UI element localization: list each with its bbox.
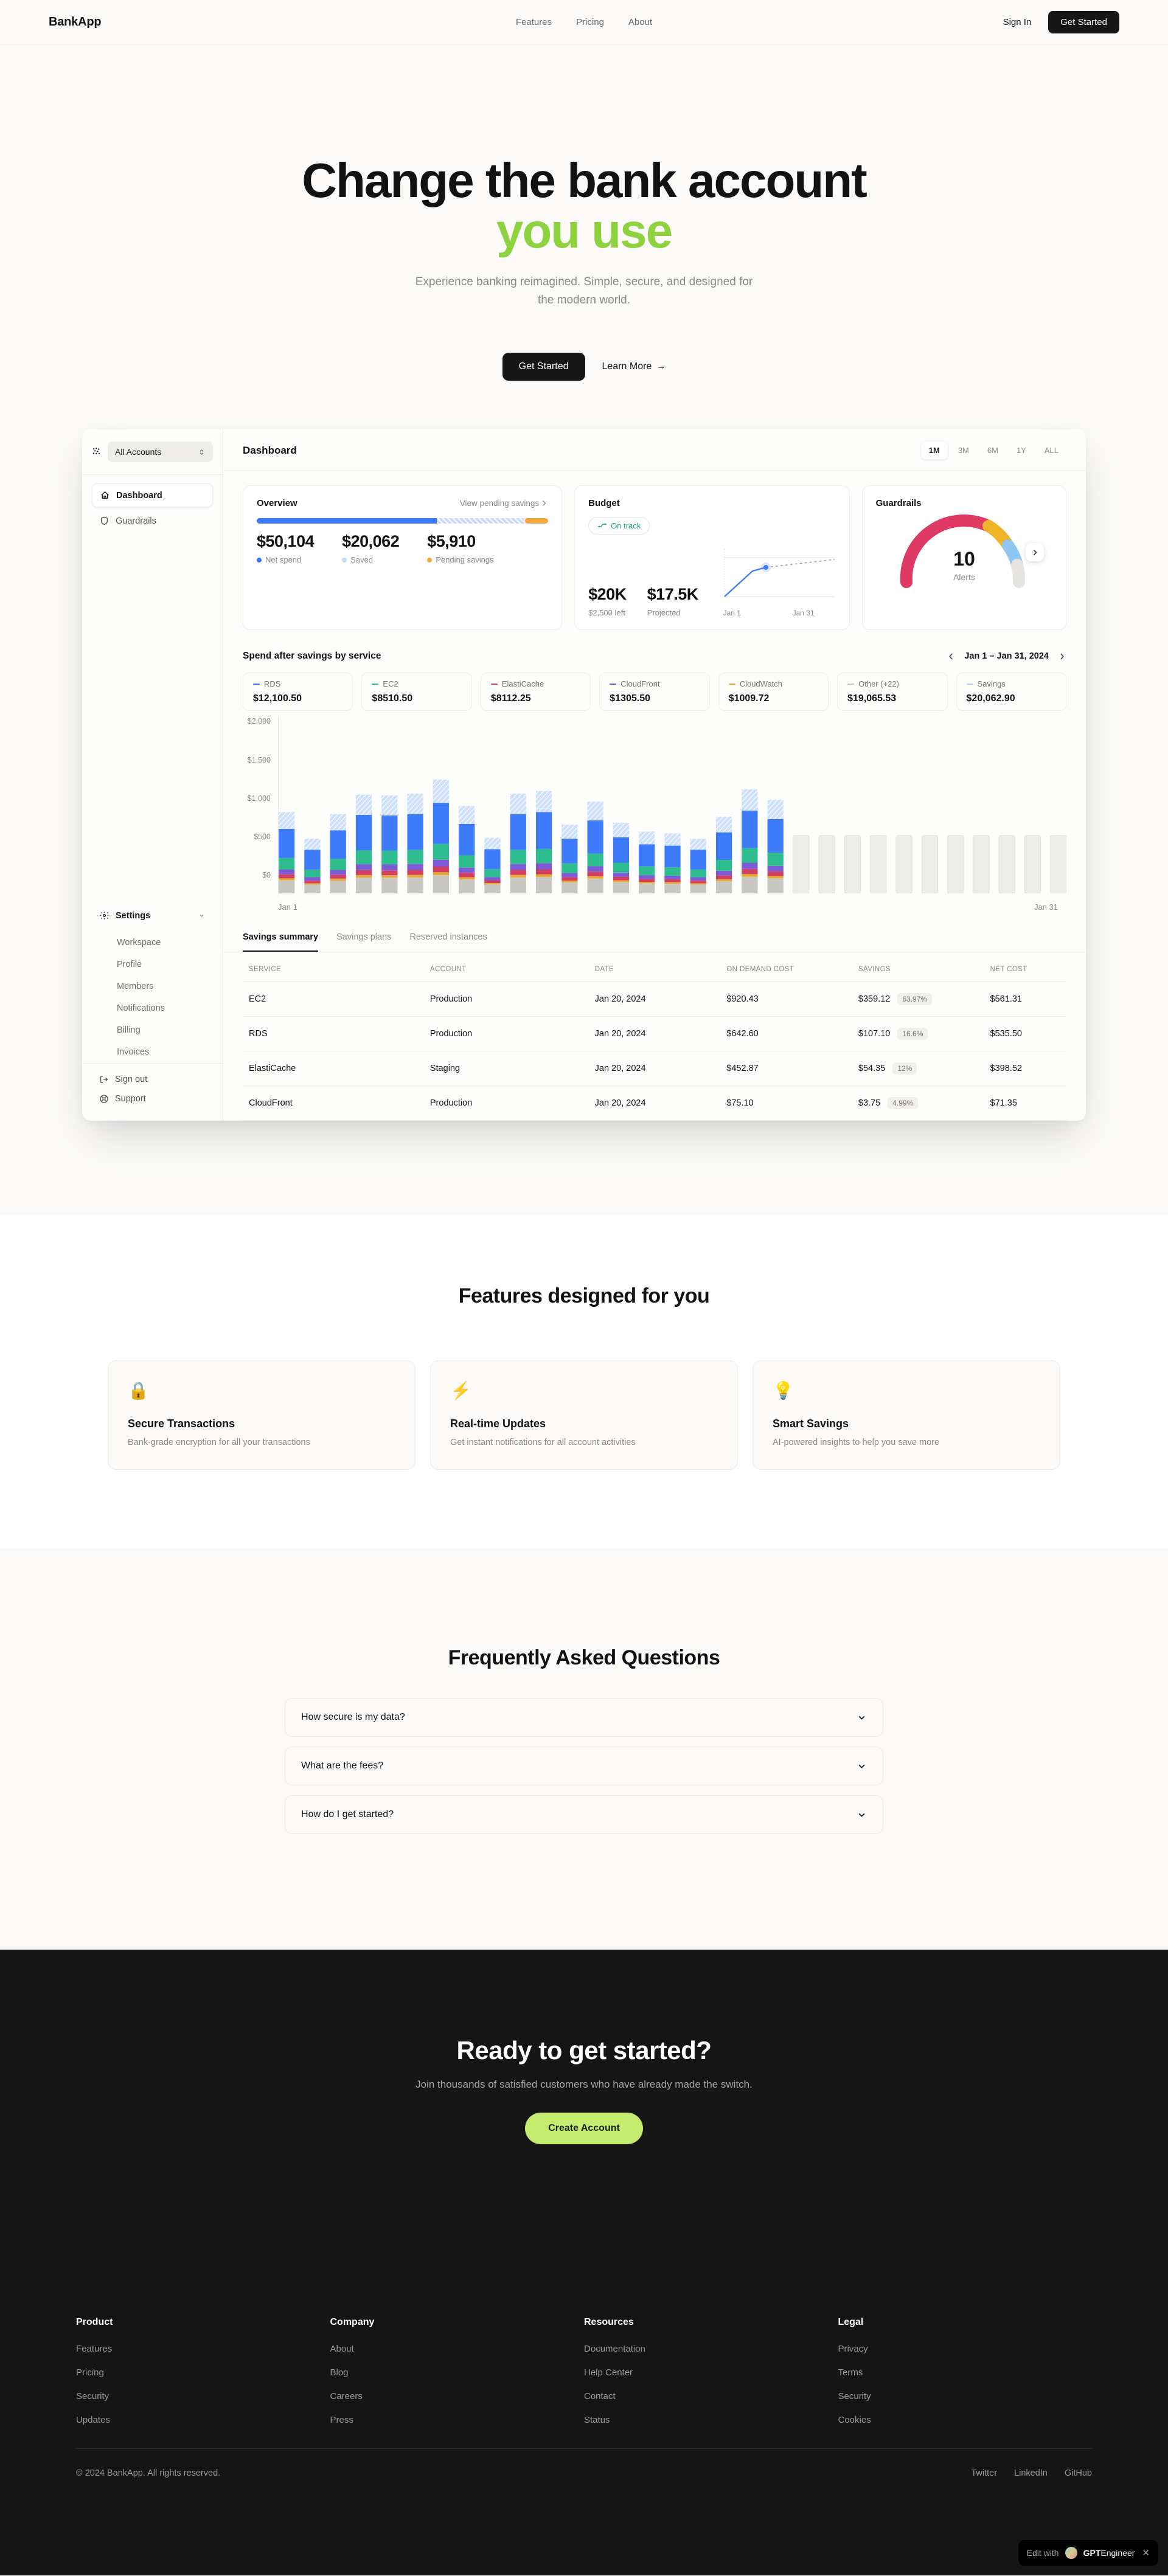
svg-text:Alerts: Alerts: [953, 572, 975, 582]
svg-text:10: 10: [953, 548, 975, 570]
